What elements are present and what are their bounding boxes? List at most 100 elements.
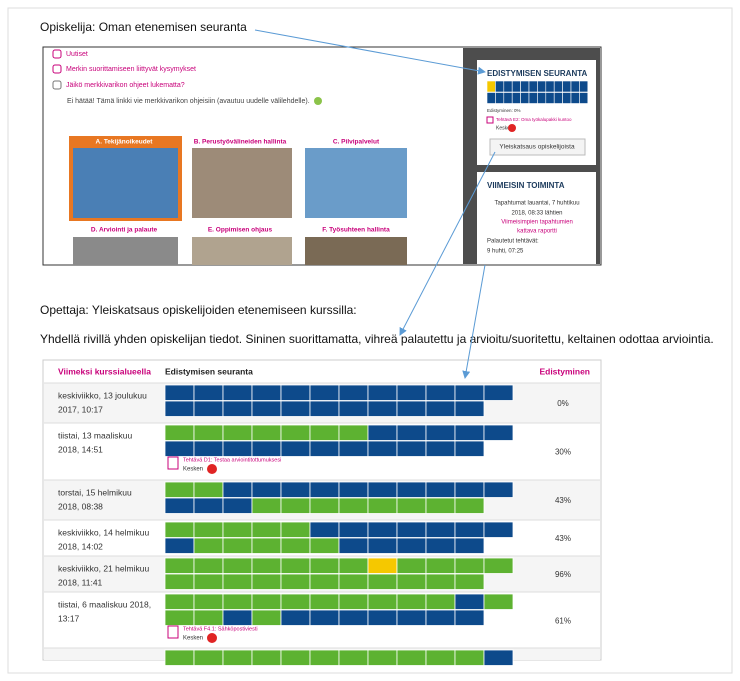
progress-cell [338,497,369,514]
progress-cell [396,440,427,457]
progress-cell [164,573,195,590]
progress-cell [222,440,253,457]
progress-cell [396,609,427,626]
arrow [399,151,496,336]
progress-cell [338,400,369,417]
progress-cell [483,557,514,574]
tile-label: C. Pilvipalvelut [333,139,380,146]
progress-cell [425,440,456,457]
caption: Yhdellä rivillä yhden opiskelijan tiedot… [40,332,714,346]
progress-cell [396,400,427,417]
progress-cell [454,649,485,666]
date: keskiviikko, 21 helmikuu [58,563,149,573]
activity-text: Palautetut tehtävät: [487,239,539,245]
progress-cell [367,521,398,538]
progress-cell [367,649,398,666]
progress-cell [338,440,369,457]
progress-cell [396,521,427,538]
progress-cell [164,649,195,666]
progress-cell [280,649,311,666]
column-header: Edistymisen seuranta [165,366,253,376]
progress-cell [425,521,456,538]
link-icon [52,64,62,74]
progress-cell [251,521,282,538]
status-icon [207,633,217,643]
progress-cell [251,649,282,666]
progress-cell [338,573,369,590]
progress: 96% [555,570,571,579]
progress-cell [503,92,513,104]
progress-cell [425,400,456,417]
caption: Opettaja: Yleiskatsaus opiskelijoiden et… [40,303,357,317]
progress-cell [309,424,340,441]
progress-cell [280,400,311,417]
progress-cell [222,481,253,498]
progress-cell [280,537,311,554]
date: 2018, 08:38 [58,501,103,511]
progress-cell [222,424,253,441]
progress-cell [222,649,253,666]
progress-cell [338,593,369,610]
progress-cell [193,593,224,610]
tile-label: E. Oppimisen ohjaus [208,227,273,234]
progress-cell [396,424,427,441]
progress-cell [425,497,456,514]
progress-cell [520,80,530,93]
progress-cell [425,573,456,590]
progress-cell [309,521,340,538]
progress-cell [454,497,485,514]
progress-cell [483,384,514,401]
progress-cell [193,497,224,514]
progress-cell [309,481,340,498]
progress-cell [280,521,311,538]
task-icon [486,116,494,124]
progress-cell [396,649,427,666]
progress-cell [425,593,456,610]
panel-title: VIIMEISIN TOIMINTA [487,181,565,190]
task: Tehtävä F4.1: Sähköpostiviesti [183,626,258,632]
progress-cell [425,481,456,498]
progress-cell [338,424,369,441]
note-icon [314,97,322,105]
progress-cell [367,497,398,514]
caption: Opiskelija: Oman etenemisen seuranta [40,20,247,34]
date: 2018, 14:02 [58,541,103,551]
progress-cell [193,384,224,401]
progress-cell [164,593,195,610]
progress-cell [251,593,282,610]
progress-cell [164,384,195,401]
progress-cell [454,537,485,554]
progress-cell [486,80,496,93]
progress-cell [280,593,311,610]
tile-label: F. Työsuhteen hallinta [322,227,390,234]
progress-cell [280,609,311,626]
date: tiistai, 6 maaliskuu 2018, [58,599,151,609]
progress: 30% [555,448,571,457]
progress-cell [251,424,282,441]
progress-cell [338,609,369,626]
progress: 43% [555,534,571,543]
progress-cell [222,521,253,538]
button[interactable] [489,138,586,156]
progress-text: Edistyminen: 0% [487,108,521,113]
tile-image [305,237,407,265]
progress-cell [164,481,195,498]
progress-cell [164,557,195,574]
progress-cell [537,80,547,93]
progress-cell [367,424,398,441]
link: Merkin suorittamiseen liittyvät kysymyks… [66,66,196,73]
progress-cell [338,649,369,666]
progress-cell [222,593,253,610]
date: keskiviikko, 13 joulukuu [58,390,147,400]
progress-cell [193,537,224,554]
activity-text: Tapahtumat lauantai, 7 huhtikuu [494,201,579,207]
progress-cell [164,609,195,626]
tile-image [192,237,292,265]
progress-cell [193,521,224,538]
progress-cell [280,384,311,401]
progress-cell [164,440,195,457]
tile-image [192,148,292,218]
progress-cell [454,440,485,457]
tile-image [305,148,407,218]
progress: 43% [555,496,571,505]
